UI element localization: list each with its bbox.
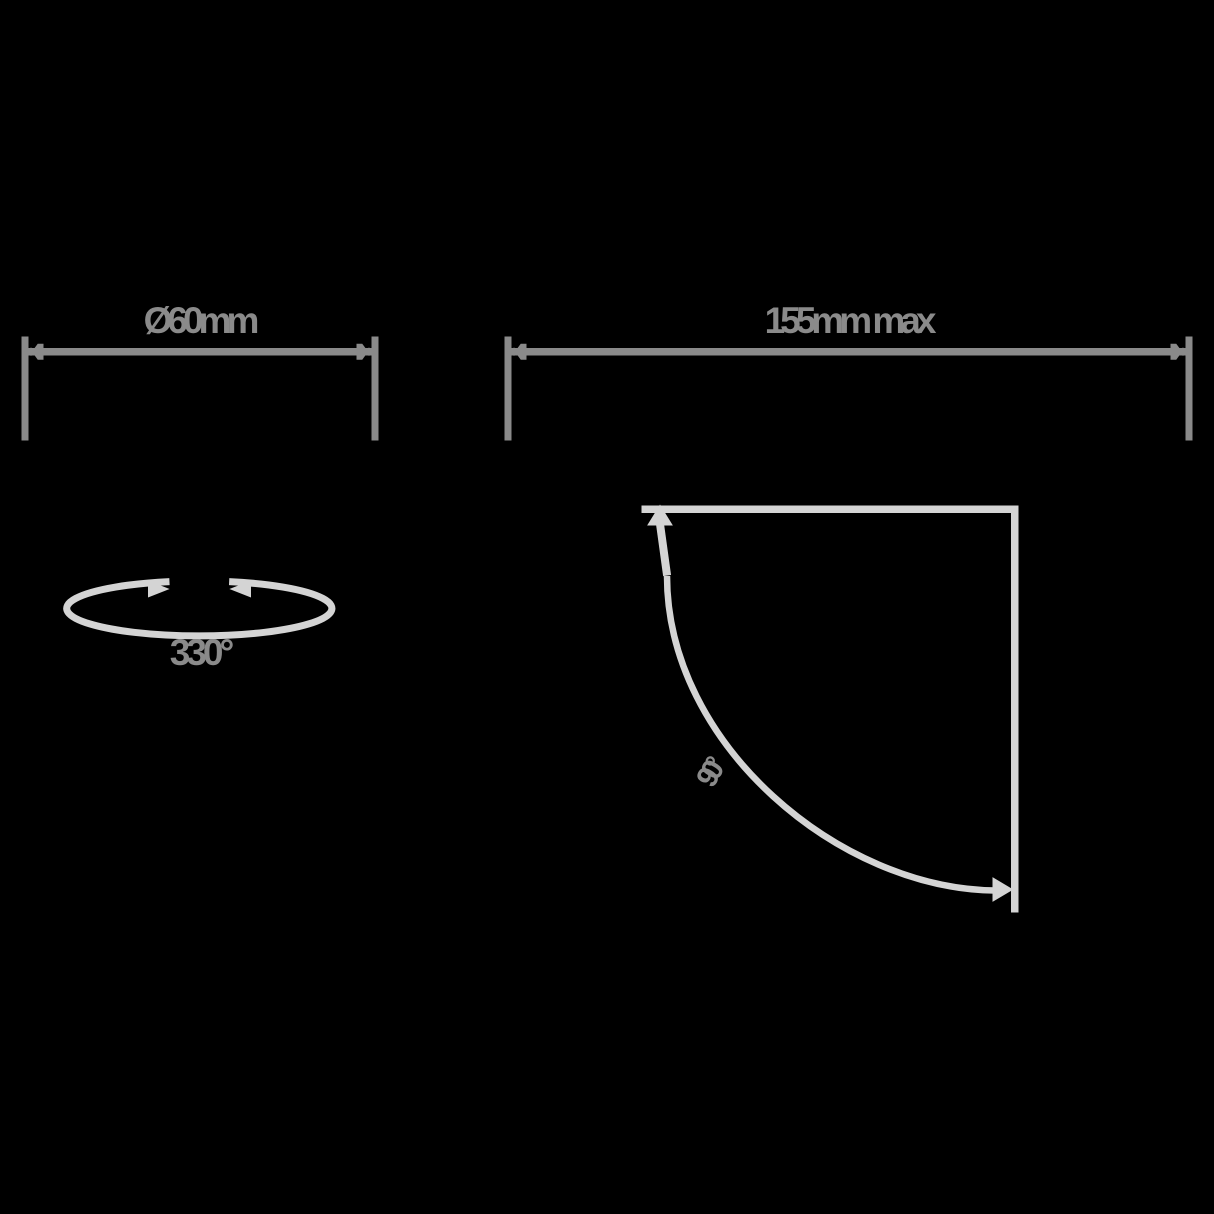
svg-text:330°: 330° [170, 632, 234, 673]
svg-text:Ø60mm: Ø60mm [144, 300, 258, 341]
svg-text:155mm max: 155mm max [765, 300, 937, 341]
svg-text:90°: 90° [690, 752, 733, 793]
